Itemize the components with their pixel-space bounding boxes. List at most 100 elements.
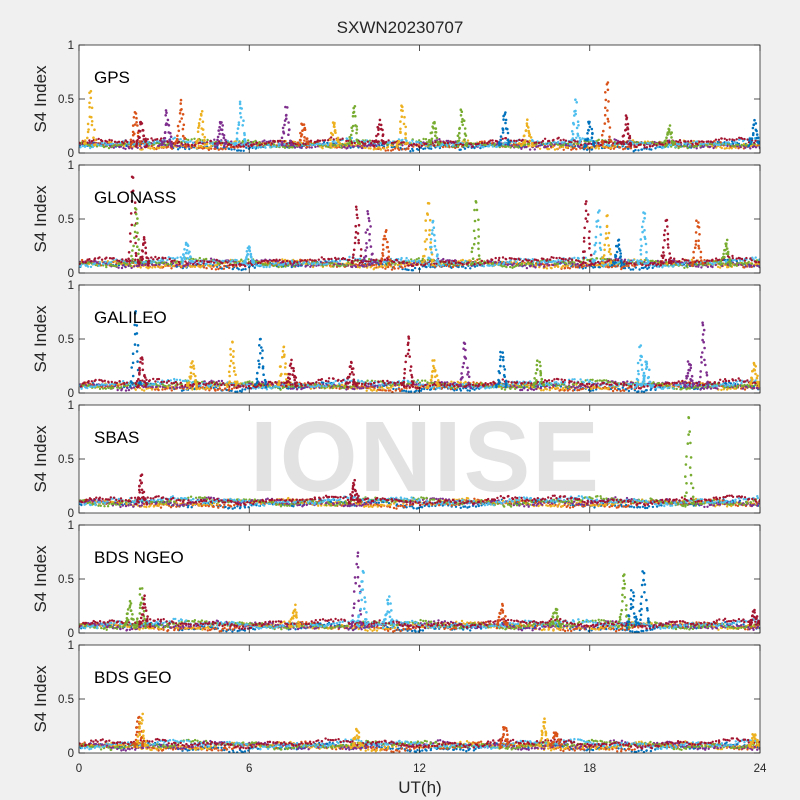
data-point <box>365 265 368 268</box>
data-point <box>305 145 309 149</box>
data-point <box>86 122 90 126</box>
data-point <box>131 258 134 261</box>
data-point <box>323 139 327 142</box>
data-point <box>608 138 611 141</box>
data-point <box>367 217 371 220</box>
data-point <box>388 259 392 262</box>
data-point <box>585 264 588 267</box>
data-point <box>499 142 503 146</box>
data-point <box>596 264 600 267</box>
data-point <box>283 119 287 122</box>
data-point <box>555 256 558 260</box>
data-point <box>298 262 302 265</box>
data-point <box>168 257 171 261</box>
data-point <box>388 140 392 144</box>
data-point <box>506 127 509 131</box>
data-point <box>454 259 458 263</box>
data-point <box>252 143 255 146</box>
data-point <box>540 141 543 144</box>
data-point <box>583 143 587 147</box>
data-point <box>329 265 332 268</box>
data-point <box>137 252 140 256</box>
data-point <box>721 142 724 145</box>
data-point <box>471 145 474 148</box>
data-point <box>397 267 400 270</box>
data-point <box>604 98 608 102</box>
data-point <box>291 146 294 149</box>
data-point <box>368 238 371 242</box>
data-point <box>411 269 415 272</box>
data-point <box>198 256 201 260</box>
data-point <box>313 261 316 265</box>
data-point <box>637 143 640 147</box>
data-point <box>667 145 670 149</box>
data-point <box>153 148 156 151</box>
data-point <box>483 141 486 144</box>
data-point <box>641 263 644 266</box>
data-point <box>241 124 244 127</box>
data-point <box>260 143 263 146</box>
data-point <box>556 262 560 266</box>
data-point <box>557 140 560 144</box>
data-point <box>737 263 740 267</box>
data-point <box>631 268 635 271</box>
data-point <box>430 147 433 150</box>
data-point <box>193 261 197 264</box>
data-point <box>232 145 235 148</box>
data-point <box>576 144 580 147</box>
data-point <box>678 139 682 142</box>
data-point <box>375 263 378 266</box>
data-point <box>187 143 190 147</box>
data-point <box>606 88 610 92</box>
data-point <box>142 261 145 264</box>
data-point <box>399 130 402 134</box>
data-point <box>695 263 698 266</box>
data-point <box>109 142 112 146</box>
data-point <box>333 145 336 149</box>
data-point <box>590 127 594 131</box>
data-point <box>731 254 734 258</box>
data-point <box>607 144 611 147</box>
data-point <box>491 261 495 265</box>
data-point <box>656 259 659 263</box>
data-point <box>150 256 153 259</box>
data-point <box>133 201 137 204</box>
data-point <box>222 134 226 137</box>
data-point <box>565 262 568 265</box>
data-point <box>678 260 681 263</box>
data-point <box>79 262 81 266</box>
data-point <box>386 149 390 152</box>
data-point <box>211 142 215 145</box>
data-point <box>681 257 684 261</box>
data-point <box>624 114 628 117</box>
data-point <box>205 267 208 270</box>
data-point <box>725 146 728 150</box>
data-point <box>502 118 505 121</box>
data-point <box>131 176 135 179</box>
data-point <box>602 145 605 149</box>
data-points <box>79 81 760 153</box>
data-point <box>357 223 361 227</box>
data-point <box>646 267 649 270</box>
data-point <box>679 145 682 148</box>
data-point <box>196 138 200 141</box>
data-point <box>224 147 227 151</box>
data-point <box>415 258 418 261</box>
data-point <box>224 260 227 263</box>
data-point <box>394 262 397 265</box>
data-point <box>247 139 250 142</box>
data-point <box>683 261 686 265</box>
data-point <box>525 259 529 262</box>
data-point <box>309 139 313 142</box>
data-point <box>379 142 382 145</box>
data-point <box>729 264 732 268</box>
data-point <box>439 260 442 263</box>
data-point <box>741 137 744 140</box>
data-point <box>299 131 302 135</box>
data-point <box>563 266 567 270</box>
data-point <box>525 266 529 270</box>
data-point <box>431 258 435 262</box>
data-point <box>662 262 665 265</box>
